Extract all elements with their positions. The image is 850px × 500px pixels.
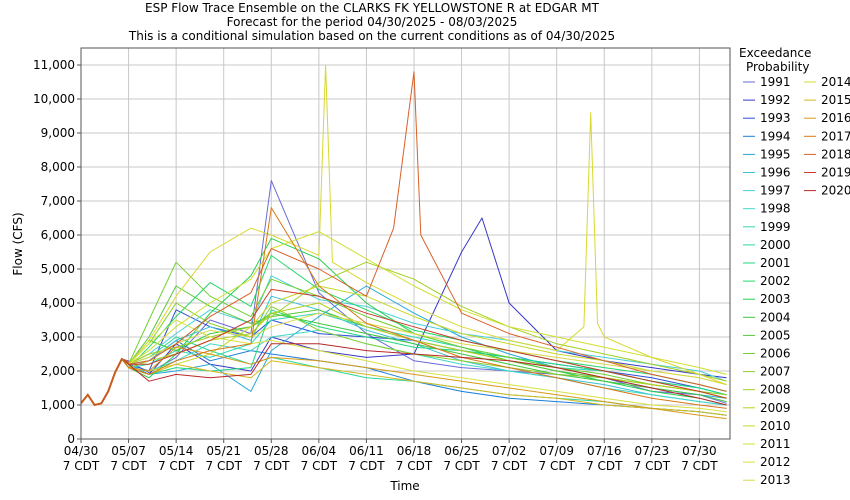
chart-title-line-2: Forecast for the period 04/30/2025 - 08/…: [227, 15, 518, 29]
x-tick-label-time: 7 CDT: [301, 459, 338, 473]
y-tick-label: 4,000: [41, 296, 75, 310]
x-tick-label-date: 07/30: [682, 444, 717, 458]
x-tick-label-date: 06/11: [349, 444, 384, 458]
legend-label-1996: 1996: [760, 166, 791, 180]
legend-label-2001: 2001: [760, 256, 791, 270]
y-tick-label: 11,000: [33, 58, 75, 72]
x-tick-label-date: 05/07: [111, 444, 146, 458]
plot-area-border: [80, 47, 731, 440]
y-tick-label: 1,000: [41, 398, 75, 412]
y-tick-label: 0: [67, 432, 75, 446]
x-tick-label-date: 07/09: [539, 444, 574, 458]
x-tick-label-time: 7 CDT: [63, 459, 100, 473]
y-tick-label: 3,000: [41, 330, 75, 344]
legend-label-1991: 1991: [760, 75, 791, 89]
x-axis-label: Time: [389, 479, 419, 493]
x-tick-label-date: 06/04: [302, 444, 337, 458]
legend-label-1995: 1995: [760, 147, 791, 161]
legend-label-2009: 2009: [760, 401, 791, 415]
chart-title-line-1: ESP Flow Trace Ensemble on the CLARKS FK…: [145, 1, 600, 15]
x-tick-label-time: 7 CDT: [539, 459, 576, 473]
legend-label-2014: 2014: [821, 75, 850, 89]
legend: Exceedance Probability 1991 1992 1993 1994 1…: [739, 46, 850, 487]
x-tick-label-date: 06/18: [397, 444, 432, 458]
legend-label-2015: 2015: [821, 93, 850, 107]
x-tick-label-time: 7 CDT: [586, 459, 623, 473]
legend-label-1993: 1993: [760, 111, 791, 125]
series-layer: [80, 64, 727, 420]
x-tick-label-time: 7 CDT: [206, 459, 243, 473]
y-tick-label: 7,000: [41, 194, 75, 208]
y-axis-ticks: 0 1,000 2,000 3,000 4,000 5,000 6,000 7,000 8,00…: [33, 58, 81, 446]
legend-label-2005: 2005: [760, 328, 791, 342]
legend-label-2004: 2004: [760, 310, 791, 324]
x-tick-label-date: 05/21: [206, 444, 241, 458]
legend-label-1998: 1998: [760, 202, 791, 216]
series-line-2011: [80, 231, 727, 406]
legend-label-1999: 1999: [760, 220, 791, 234]
y-tick-label: 6,000: [41, 228, 75, 242]
y-tick-label: 5,000: [41, 262, 75, 276]
legend-label-1992: 1992: [760, 93, 791, 107]
x-tick-label-date: 07/16: [587, 444, 622, 458]
x-tick-label-date: 05/28: [254, 444, 289, 458]
legend-label-2000: 2000: [760, 238, 791, 252]
legend-label-2020: 2020: [821, 184, 850, 198]
legend-label-2002: 2002: [760, 274, 791, 288]
legend-label-2011: 2011: [760, 437, 791, 451]
y-tick-label: 9,000: [41, 126, 75, 140]
legend-label-2010: 2010: [760, 419, 791, 433]
legend-label-2017: 2017: [821, 129, 850, 143]
legend-label-2007: 2007: [760, 365, 791, 379]
legend-label-2019: 2019: [821, 166, 850, 180]
x-tick-label-date: 05/14: [159, 444, 194, 458]
legend-label-2006: 2006: [760, 347, 791, 361]
legend-label-1997: 1997: [760, 184, 791, 198]
legend-label-1994: 1994: [760, 129, 791, 143]
x-tick-label-date: 07/23: [635, 444, 670, 458]
x-tick-label-time: 7 CDT: [681, 459, 718, 473]
legend-label-2016: 2016: [821, 111, 850, 125]
x-tick-label-time: 7 CDT: [634, 459, 671, 473]
common-start-trace: [80, 357, 130, 407]
y-tick-label: 10,000: [33, 92, 75, 106]
x-tick-label-date: 04/30: [64, 444, 99, 458]
legend-label-2008: 2008: [760, 383, 791, 397]
x-tick-label-date: 07/02: [492, 444, 527, 458]
legend-title-line-1: Exceedance: [739, 46, 811, 60]
x-tick-label-time: 7 CDT: [110, 459, 147, 473]
x-tick-label-time: 7 CDT: [158, 459, 195, 473]
y-tick-label: 2,000: [41, 364, 75, 378]
x-tick-label-date: 06/25: [444, 444, 479, 458]
x-tick-label-time: 7 CDT: [253, 459, 290, 473]
x-tick-label-time: 7 CDT: [491, 459, 528, 473]
legend-label-2003: 2003: [760, 292, 791, 306]
y-axis-label: Flow (CFS): [11, 212, 25, 275]
x-tick-label-time: 7 CDT: [396, 459, 433, 473]
y-tick-label: 8,000: [41, 160, 75, 174]
x-tick-label-time: 7 CDT: [443, 459, 480, 473]
legend-label-2012: 2012: [760, 455, 791, 469]
legend-label-2018: 2018: [821, 147, 850, 161]
legend-label-2013: 2013: [760, 473, 791, 487]
legend-title-line-2: Probability: [746, 60, 809, 74]
chart-title-line-3: This is a conditional simulation based o…: [128, 29, 615, 43]
x-tick-label-time: 7 CDT: [348, 459, 385, 473]
